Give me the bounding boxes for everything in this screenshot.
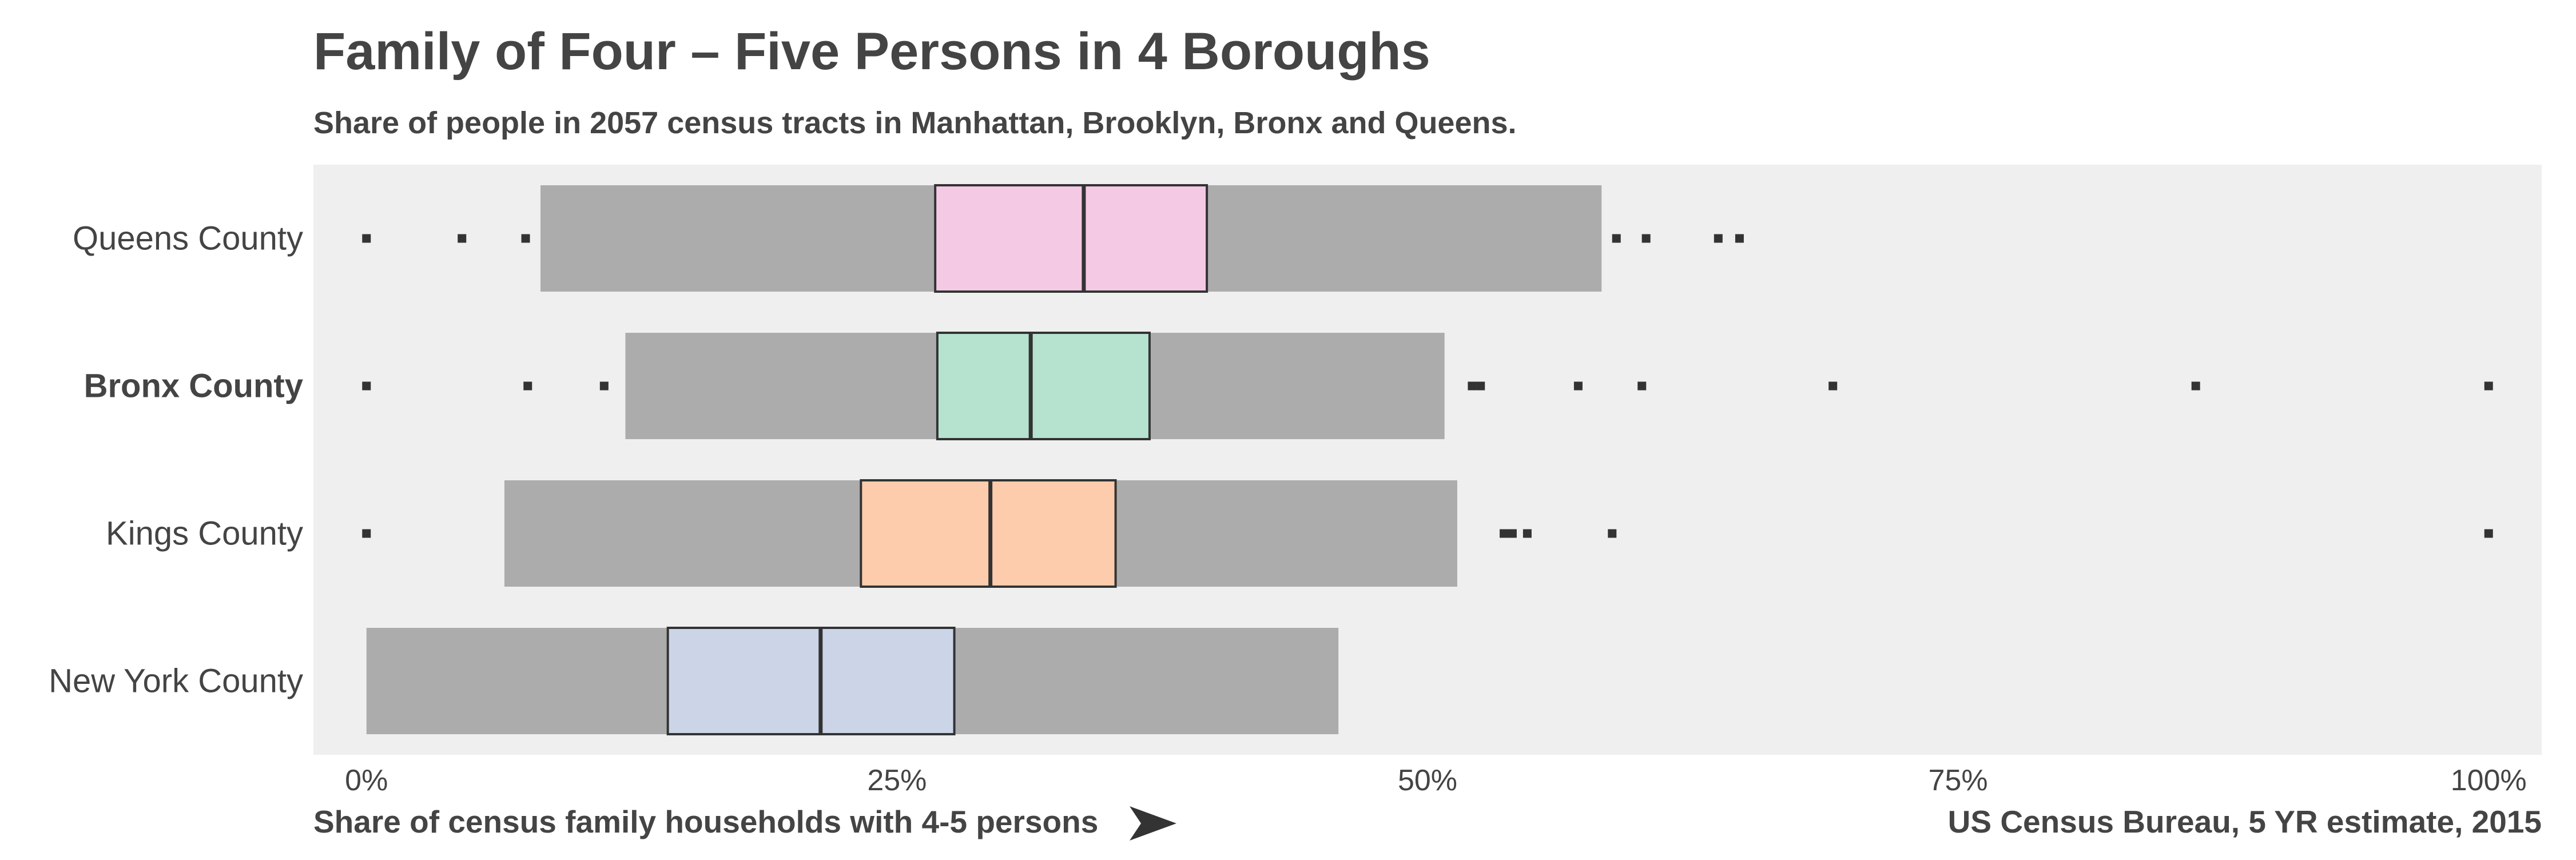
x-tick-label: 0%	[345, 764, 388, 797]
labels-layer: Queens County Bronx County Kings County New…	[49, 220, 303, 700]
outlier-point	[1828, 381, 1838, 391]
x-tick-label: 100%	[2451, 764, 2527, 797]
outlier-point	[2191, 381, 2200, 391]
outlier-point	[1637, 381, 1647, 391]
outlier-point	[1522, 529, 1532, 538]
outlier-point	[362, 529, 371, 538]
outlier-point	[1476, 381, 1485, 391]
outlier-point	[1468, 381, 1477, 391]
iqr-box	[934, 184, 1209, 293]
outlier-point	[458, 234, 467, 243]
outlier-point	[1641, 234, 1651, 243]
outlier-point	[1714, 234, 1723, 243]
box-bronx-county	[362, 332, 2493, 440]
outlier-point	[1735, 234, 1744, 243]
outlier-point	[2484, 381, 2493, 391]
outlier-point	[1500, 529, 1509, 538]
box-queens-county	[362, 184, 1744, 293]
box-kings-county	[362, 479, 2493, 588]
category-label: Queens County	[73, 220, 303, 257]
outlier-point	[362, 381, 371, 391]
category-label: Kings County	[106, 515, 303, 552]
outlier-point	[599, 381, 609, 391]
outlier-point	[1612, 234, 1621, 243]
category-label: Bronx County	[84, 368, 303, 405]
category-label: New York County	[49, 663, 303, 700]
outlier-point	[1508, 529, 1517, 538]
outlier-point	[521, 234, 530, 243]
outlier-point	[1608, 529, 1617, 538]
ticks-layer: 0% 25% 50% 75% 100%	[345, 764, 2527, 797]
arrow-right-icon	[1130, 806, 1176, 841]
iqr-box	[666, 627, 956, 735]
chart-subtitle: Share of people in 2057 census tracts in…	[313, 106, 1517, 140]
iqr-box	[936, 332, 1151, 440]
iqr-box	[860, 479, 1117, 588]
outlier-point	[523, 381, 532, 391]
outlier-point	[1573, 381, 1583, 391]
x-tick-label: 75%	[1929, 764, 1988, 797]
source-note: US Census Bureau, 5 YR estimate, 2015	[1947, 804, 2542, 839]
x-tick-label: 50%	[1398, 764, 1457, 797]
chart-title: Family of Four – Five Persons in 4 Borou…	[313, 22, 1430, 81]
outlier-point	[2484, 529, 2493, 538]
boxes-layer	[362, 184, 2493, 735]
x-tick-label: 25%	[867, 764, 927, 797]
outlier-point	[362, 234, 371, 243]
x-axis-label: Share of census family households with 4…	[313, 804, 1099, 839]
box-new-york-county	[366, 627, 1339, 735]
